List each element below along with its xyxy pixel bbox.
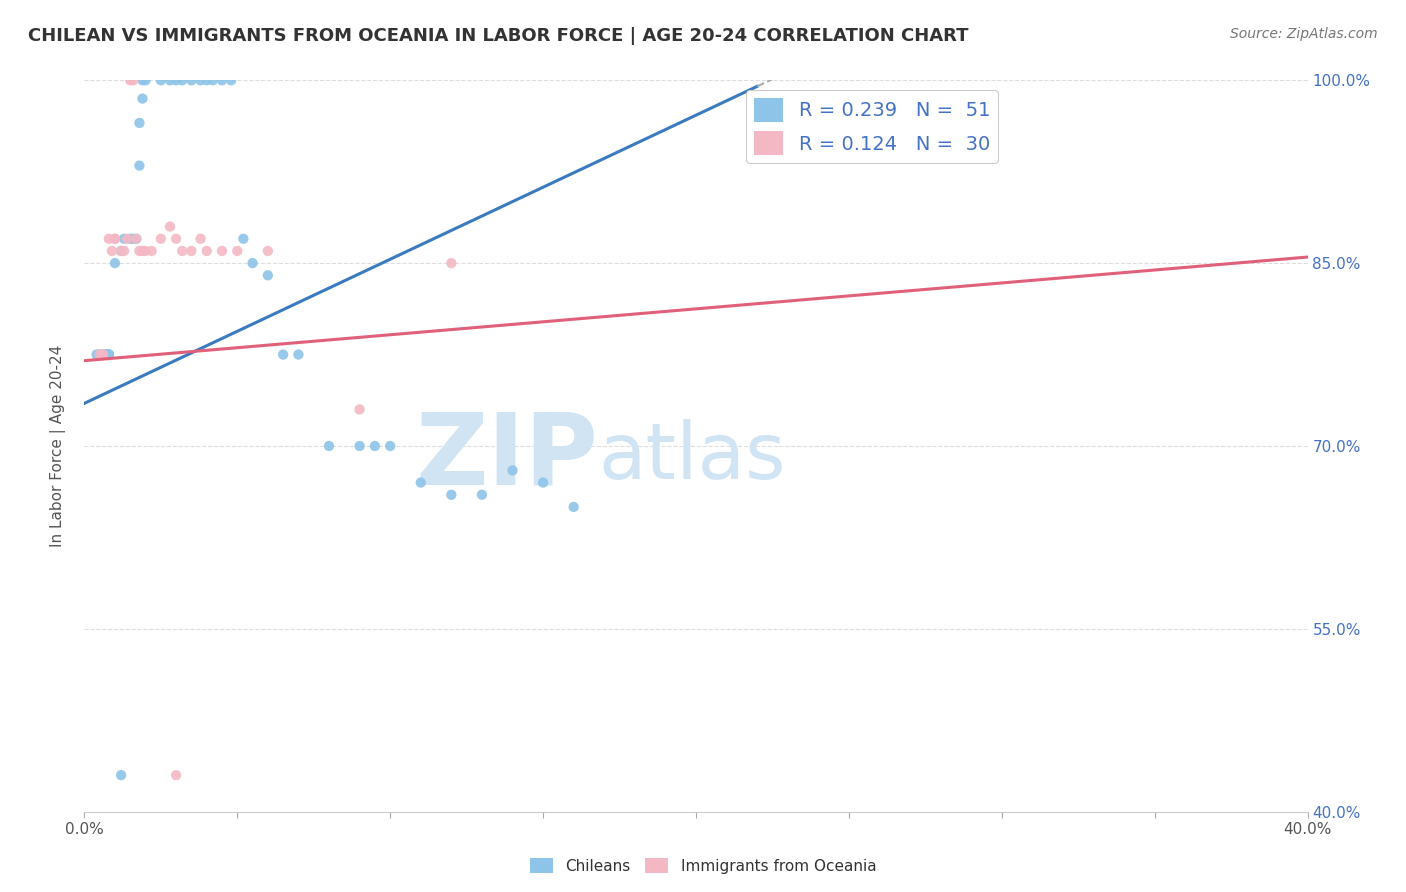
Point <box>94 347 117 362</box>
Point <box>110 244 132 258</box>
Point <box>232 232 254 246</box>
Point <box>471 488 494 502</box>
Point <box>172 244 194 258</box>
Point <box>380 439 402 453</box>
Point <box>104 256 127 270</box>
Point <box>135 244 157 258</box>
Point <box>131 73 153 87</box>
Point <box>257 268 280 283</box>
Point <box>159 219 181 234</box>
Point <box>110 768 132 782</box>
Point <box>91 347 114 362</box>
Point <box>122 73 145 87</box>
Point <box>125 232 148 246</box>
Point <box>440 488 463 502</box>
Point <box>86 347 108 362</box>
Point <box>165 73 187 87</box>
Point <box>364 439 387 453</box>
Point <box>257 244 280 258</box>
Point <box>89 347 111 362</box>
Text: atlas: atlas <box>598 419 786 495</box>
Point <box>135 73 157 87</box>
Point <box>149 232 172 246</box>
Point <box>89 347 111 362</box>
Point <box>128 116 150 130</box>
Point <box>562 500 585 514</box>
Point <box>94 347 117 362</box>
Point <box>112 232 135 246</box>
Point <box>190 232 212 246</box>
Legend: R = 0.239   N =  51, R = 0.124   N =  30: R = 0.239 N = 51, R = 0.124 N = 30 <box>747 90 998 162</box>
Point <box>120 232 142 246</box>
Point <box>195 73 218 87</box>
Point <box>91 347 114 362</box>
Point <box>128 159 150 173</box>
Point <box>120 73 142 87</box>
Legend: Chileans, Immigrants from Oceania: Chileans, Immigrants from Oceania <box>523 852 883 880</box>
Point <box>97 347 120 362</box>
Point <box>122 232 145 246</box>
Point <box>141 244 163 258</box>
Point <box>159 73 181 87</box>
Point <box>165 232 187 246</box>
Point <box>131 244 153 258</box>
Point <box>349 402 371 417</box>
Point <box>97 347 120 362</box>
Point <box>94 347 117 362</box>
Point <box>97 347 120 362</box>
Point <box>211 244 233 258</box>
Point <box>190 73 212 87</box>
Point <box>440 256 463 270</box>
Point <box>91 347 114 362</box>
Text: ZIP: ZIP <box>415 409 598 506</box>
Point <box>531 475 554 490</box>
Point <box>502 463 524 477</box>
Point <box>172 73 194 87</box>
Point <box>318 439 340 453</box>
Point <box>271 347 294 362</box>
Point <box>349 439 371 453</box>
Point <box>180 73 202 87</box>
Point <box>125 232 148 246</box>
Y-axis label: In Labor Force | Age 20-24: In Labor Force | Age 20-24 <box>49 345 66 547</box>
Point <box>97 347 120 362</box>
Point <box>195 244 218 258</box>
Point <box>97 232 120 246</box>
Point <box>110 244 132 258</box>
Point <box>104 232 127 246</box>
Point <box>409 475 432 490</box>
Point <box>97 347 120 362</box>
Text: CHILEAN VS IMMIGRANTS FROM OCEANIA IN LABOR FORCE | AGE 20-24 CORRELATION CHART: CHILEAN VS IMMIGRANTS FROM OCEANIA IN LA… <box>28 27 969 45</box>
Point <box>112 244 135 258</box>
Point <box>101 244 124 258</box>
Point <box>219 73 242 87</box>
Point <box>94 347 117 362</box>
Text: Source: ZipAtlas.com: Source: ZipAtlas.com <box>1230 27 1378 41</box>
Point <box>180 244 202 258</box>
Point <box>287 347 309 362</box>
Point <box>131 92 153 106</box>
Point <box>211 73 233 87</box>
Point <box>165 768 187 782</box>
Point <box>201 73 224 87</box>
Point <box>115 232 138 246</box>
Point <box>226 244 249 258</box>
Point <box>104 232 127 246</box>
Point <box>242 256 264 270</box>
Point <box>149 73 172 87</box>
Point <box>91 347 114 362</box>
Point <box>89 347 111 362</box>
Point <box>128 244 150 258</box>
